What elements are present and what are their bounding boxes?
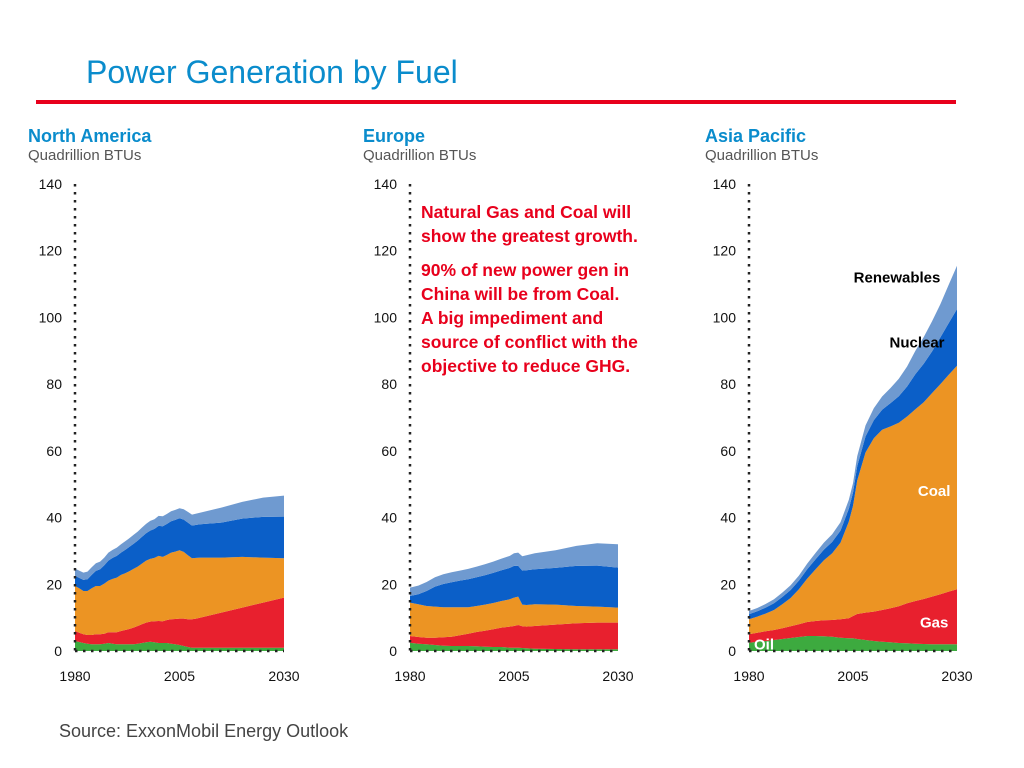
asia-pacific-ytick-100: 100	[713, 309, 737, 325]
asia-pacific-title: Asia Pacific	[705, 126, 807, 146]
europe-xtick-2005: 2005	[498, 668, 529, 684]
north-america-ytick-0: 0	[54, 643, 62, 659]
europe-title: Europe	[363, 126, 426, 146]
callout-line-2: 90% of new power gen in China will be fr…	[421, 260, 638, 376]
north-america-unit: Quadrillion BTUs	[28, 147, 142, 164]
asia-pacific-ytick-120: 120	[713, 243, 737, 259]
europe-coal-area	[410, 596, 618, 638]
europe-unit: Quadrillion BTUs	[363, 147, 477, 164]
asia-pacific-label-coal: Coal	[918, 483, 951, 500]
asia-pacific-oil-area	[749, 636, 957, 651]
asia-pacific-ytick-140: 140	[713, 176, 737, 192]
europe-ytick-0: 0	[389, 643, 397, 659]
asia-pacific-label-nuclear: Nuclear	[889, 334, 944, 351]
north-america-ytick-80: 80	[46, 376, 62, 392]
asia-pacific-coal-area	[749, 365, 957, 635]
europe-renewables-area	[410, 543, 618, 596]
europe-ytick-100: 100	[374, 309, 398, 325]
europe-chart: 0 20 40 60 80 100 120 140 1980 2005 2030	[374, 176, 634, 684]
asia-pacific-ytick-40: 40	[720, 510, 736, 526]
north-america-ytick-120: 120	[39, 243, 63, 259]
source-note: Source: ExxonMobil Energy Outlook	[59, 721, 349, 741]
asia-pacific-ytick-0: 0	[728, 643, 736, 659]
asia-pacific-ytick-60: 60	[720, 443, 736, 459]
north-america-nuclear-area	[75, 516, 284, 591]
north-america-chart: 0 20 40 60 80 100 120 140 1980 2005 2030	[39, 176, 300, 684]
europe-xtick-2030: 2030	[602, 668, 633, 684]
europe-ytick-140: 140	[374, 176, 398, 192]
north-america-xtick-1980: 1980	[59, 668, 90, 684]
asia-pacific-chart: 0 20 40 60 80 100 120 140 1980 2005 2030 Renewables…	[713, 176, 973, 684]
north-america-ytick-20: 20	[46, 576, 62, 592]
asia-pacific-label-gas: Gas	[920, 615, 948, 632]
north-america-oil-area	[75, 641, 284, 651]
north-america-xtick-2005: 2005	[164, 668, 195, 684]
north-america-gas-area	[75, 597, 284, 648]
north-america-title: North America	[28, 126, 152, 146]
asia-pacific-xtick-2030: 2030	[941, 668, 972, 684]
asia-pacific-xtick-2005: 2005	[837, 668, 868, 684]
callout-line-1: Natural Gas and Coal will show the great…	[421, 202, 638, 246]
asia-pacific-ytick-20: 20	[720, 576, 736, 592]
europe-oil-area	[410, 642, 618, 651]
north-america-xtick-2030: 2030	[268, 668, 299, 684]
europe-ytick-80: 80	[381, 376, 397, 392]
north-america-ytick-40: 40	[46, 510, 62, 526]
north-america-coal-area	[75, 550, 284, 635]
asia-pacific-gas-area	[749, 589, 957, 645]
europe-ytick-20: 20	[381, 576, 397, 592]
north-america-ytick-100: 100	[39, 309, 63, 325]
north-america-ytick-60: 60	[46, 443, 62, 459]
asia-pacific-unit: Quadrillion BTUs	[705, 147, 819, 164]
asia-pacific-label-oil: Oil	[754, 636, 774, 653]
callout-text: Natural Gas and Coal will show the great…	[421, 200, 691, 388]
europe-nuclear-area	[410, 565, 618, 608]
europe-ytick-120: 120	[374, 243, 398, 259]
asia-pacific-label-renewables: Renewables	[854, 269, 941, 286]
europe-ytick-40: 40	[381, 510, 397, 526]
asia-pacific-ytick-80: 80	[720, 376, 736, 392]
page-title: Power Generation by Fuel	[86, 54, 458, 90]
north-america-renewables-area	[75, 495, 284, 580]
europe-ytick-60: 60	[381, 443, 397, 459]
title-divider	[36, 100, 956, 104]
europe-xtick-1980: 1980	[394, 668, 425, 684]
north-america-ytick-140: 140	[39, 176, 63, 192]
europe-gas-area	[410, 622, 618, 650]
asia-pacific-xtick-1980: 1980	[733, 668, 764, 684]
